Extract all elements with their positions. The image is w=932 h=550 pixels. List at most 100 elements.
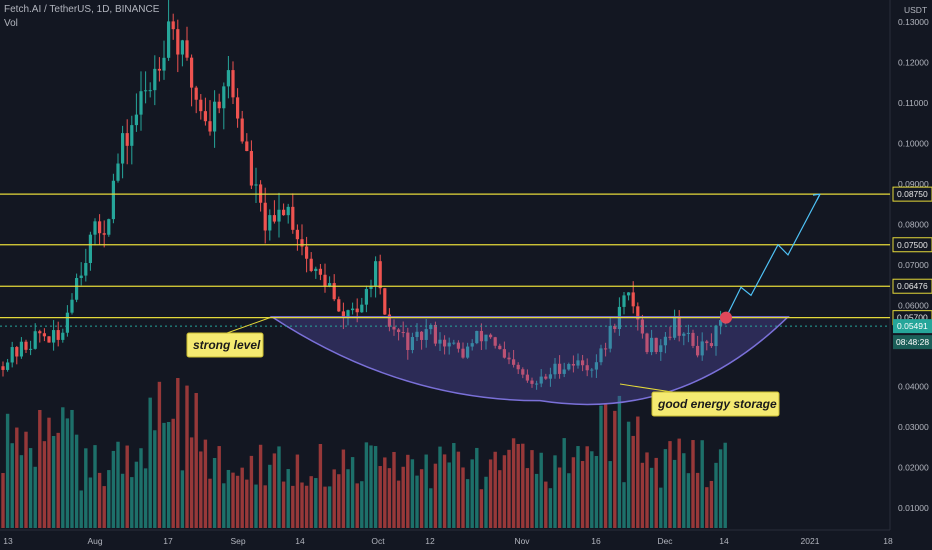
candle-body [604, 348, 608, 350]
x-tick-label: Oct [371, 536, 385, 546]
candle-body [461, 348, 465, 358]
volume-bar [93, 445, 97, 528]
volume-bar [383, 457, 387, 528]
candle-body [61, 332, 65, 340]
volume-bar [387, 468, 392, 528]
annotation-box [651, 391, 780, 417]
volume-bar [286, 469, 290, 528]
candle-body [24, 341, 28, 350]
candle-body [383, 288, 387, 315]
volume-bar [590, 451, 594, 528]
breakout-marker [720, 311, 732, 324]
volume-bar [24, 431, 28, 528]
volume-bar [599, 405, 603, 528]
candle-body [291, 206, 295, 230]
volume-bar [15, 427, 19, 528]
volume-bar [603, 404, 608, 528]
annotation-box [186, 332, 264, 358]
volume-bar [277, 446, 281, 528]
candle-body [56, 330, 60, 340]
x-tick-label: Nov [514, 536, 530, 546]
volume-bar [130, 477, 134, 528]
candle-body [571, 364, 575, 366]
volume-bar [79, 490, 83, 528]
volume-bar [691, 440, 695, 528]
volume-bar [705, 487, 709, 528]
volume-bar [74, 434, 79, 528]
candle-body [180, 40, 184, 55]
volume-bar [452, 443, 456, 528]
volume-bar [723, 442, 727, 528]
volume-bar [245, 479, 249, 528]
volume-bar [222, 483, 226, 528]
candle-body [576, 360, 580, 366]
volume-bar [84, 448, 88, 528]
candle-body [530, 380, 534, 384]
volume-bar [511, 438, 516, 528]
candle-body [581, 360, 585, 366]
volume-bar [304, 485, 309, 528]
candle-body [553, 363, 557, 375]
volume-bar [613, 410, 617, 528]
volume-bar [498, 470, 502, 528]
volume-bar [231, 472, 235, 528]
candle-body [162, 57, 166, 71]
volume-bar [475, 447, 479, 528]
volume-bar [672, 459, 677, 528]
candle-body [295, 229, 299, 240]
candle-body [203, 111, 207, 122]
candle-body [139, 91, 143, 115]
candle-body [6, 362, 10, 370]
volume-bar [309, 476, 313, 528]
volume-bar [134, 461, 139, 528]
volume-bar [208, 478, 212, 528]
candle-body [415, 331, 419, 338]
volume-bar [143, 468, 148, 528]
volume-bar [318, 444, 323, 528]
y-tick-label: 0.09000 [898, 179, 929, 189]
volume-bar [718, 449, 723, 528]
candle-body [93, 221, 97, 235]
candle-body [502, 349, 506, 358]
volume-bar [539, 452, 543, 528]
volume-bar [360, 481, 364, 528]
volume-bar [38, 409, 42, 528]
volume-bar [281, 481, 286, 528]
volume-bar [176, 378, 180, 528]
candle-body [567, 364, 571, 370]
volume-bar [392, 451, 396, 528]
candle-body [364, 288, 368, 305]
volume-bar [61, 407, 65, 528]
volume-bar [249, 455, 254, 528]
chart-title: Fetch.AI / TetherUS, 1D, BINANCE [4, 4, 160, 15]
candle-body [622, 295, 626, 307]
candle-body [277, 209, 281, 222]
candle-body [47, 336, 51, 343]
volume-bar [562, 438, 566, 528]
candle-body [213, 101, 217, 132]
volume-bar [350, 457, 355, 528]
candle-body [125, 133, 129, 146]
volume-bar [686, 473, 691, 528]
volume-bar [668, 441, 672, 528]
volume-bar [649, 467, 654, 528]
level-label: 0.08750 [897, 189, 928, 199]
candle-body [33, 331, 37, 349]
candle-body [447, 342, 451, 347]
volume-bar [139, 448, 143, 528]
candle-body [245, 141, 249, 152]
candle-body [438, 339, 442, 344]
candle-body [38, 331, 42, 334]
candle-body [659, 345, 663, 352]
candle-body [153, 68, 157, 91]
candle-body [686, 332, 690, 334]
candle-body [627, 292, 631, 296]
candle-body [636, 306, 640, 320]
x-tick-label: Dec [657, 536, 673, 546]
y-tick-label: 0.11000 [898, 98, 928, 108]
volume-bar [682, 453, 686, 528]
countdown-box [893, 335, 932, 350]
candle-body [631, 292, 635, 307]
x-tick-label: Sep [230, 536, 245, 546]
